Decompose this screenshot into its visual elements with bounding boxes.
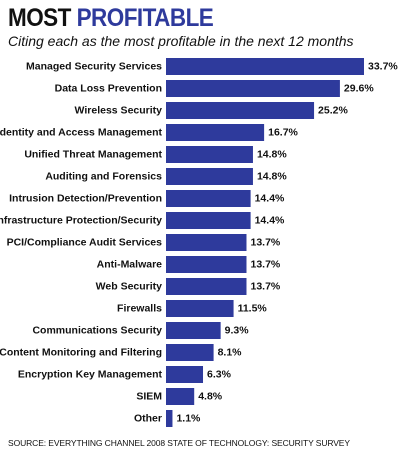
bar bbox=[166, 256, 247, 273]
value-label: 13.7% bbox=[250, 237, 280, 249]
category-label: PCI/Compliance Audit Services bbox=[7, 237, 163, 249]
value-label: 6.3% bbox=[207, 369, 232, 381]
category-label: Communications Security bbox=[32, 325, 162, 337]
bar bbox=[166, 58, 364, 75]
category-label: Web Security bbox=[96, 281, 162, 293]
bar bbox=[166, 190, 251, 207]
source-note: SOURCE: EVERYTHING CHANNEL 2008 STATE OF… bbox=[8, 438, 350, 448]
bar bbox=[166, 146, 253, 163]
category-label: Auditing and Forensics bbox=[45, 171, 162, 183]
value-label: 14.8% bbox=[257, 171, 287, 183]
value-label: 13.7% bbox=[250, 259, 280, 271]
value-label: 16.7% bbox=[268, 127, 298, 139]
value-label: 1.1% bbox=[176, 413, 201, 425]
bar bbox=[166, 322, 221, 339]
value-label: 14.4% bbox=[255, 193, 285, 205]
category-label: Other bbox=[134, 413, 162, 425]
bar bbox=[166, 344, 214, 361]
category-label: Unified Threat Management bbox=[24, 149, 162, 161]
chart-title: MOST PROFITABLE bbox=[8, 4, 214, 32]
value-label: 29.6% bbox=[344, 83, 374, 95]
bar bbox=[166, 102, 315, 119]
chart-title-part1: MOST bbox=[8, 4, 71, 32]
value-label: 13.7% bbox=[250, 281, 280, 293]
value-label: 33.7% bbox=[368, 61, 398, 73]
value-label: 25.2% bbox=[318, 105, 348, 117]
category-label: SIEM bbox=[136, 391, 162, 403]
category-label: Intrusion Detection/Prevention bbox=[9, 193, 162, 205]
bar bbox=[166, 410, 173, 427]
bar bbox=[166, 234, 247, 251]
category-label: Firewalls bbox=[117, 303, 162, 315]
value-label: 9.3% bbox=[225, 325, 250, 337]
bar bbox=[166, 80, 340, 97]
category-label: Anti-Malware bbox=[97, 259, 163, 271]
category-label: Encryption Key Management bbox=[18, 369, 163, 381]
bar bbox=[166, 124, 265, 141]
chart-subtitle: Citing each as the most profitable in th… bbox=[8, 33, 354, 49]
bar bbox=[166, 366, 204, 383]
value-label: 11.5% bbox=[238, 303, 268, 315]
value-label: 8.1% bbox=[218, 347, 243, 359]
bar bbox=[166, 388, 195, 405]
value-label: 4.8% bbox=[198, 391, 223, 403]
chart-title-part2: PROFITABLE bbox=[76, 4, 214, 32]
bar bbox=[166, 212, 251, 229]
category-label: Infrastructure Protection/Security bbox=[0, 215, 162, 227]
value-label: 14.8% bbox=[257, 149, 287, 161]
category-label: Identity and Access Management bbox=[0, 127, 162, 139]
category-label: Content Monitoring and Filtering bbox=[0, 347, 162, 359]
value-label: 14.4% bbox=[255, 215, 285, 227]
bar bbox=[166, 168, 253, 185]
bar-chart: Managed Security Services 33.7% Data Loss … bbox=[0, 58, 398, 427]
category-label: Wireless Security bbox=[75, 105, 163, 117]
category-label: Data Loss Prevention bbox=[55, 83, 162, 95]
bar bbox=[166, 278, 247, 295]
bar bbox=[166, 300, 234, 317]
category-label: Managed Security Services bbox=[26, 61, 162, 73]
